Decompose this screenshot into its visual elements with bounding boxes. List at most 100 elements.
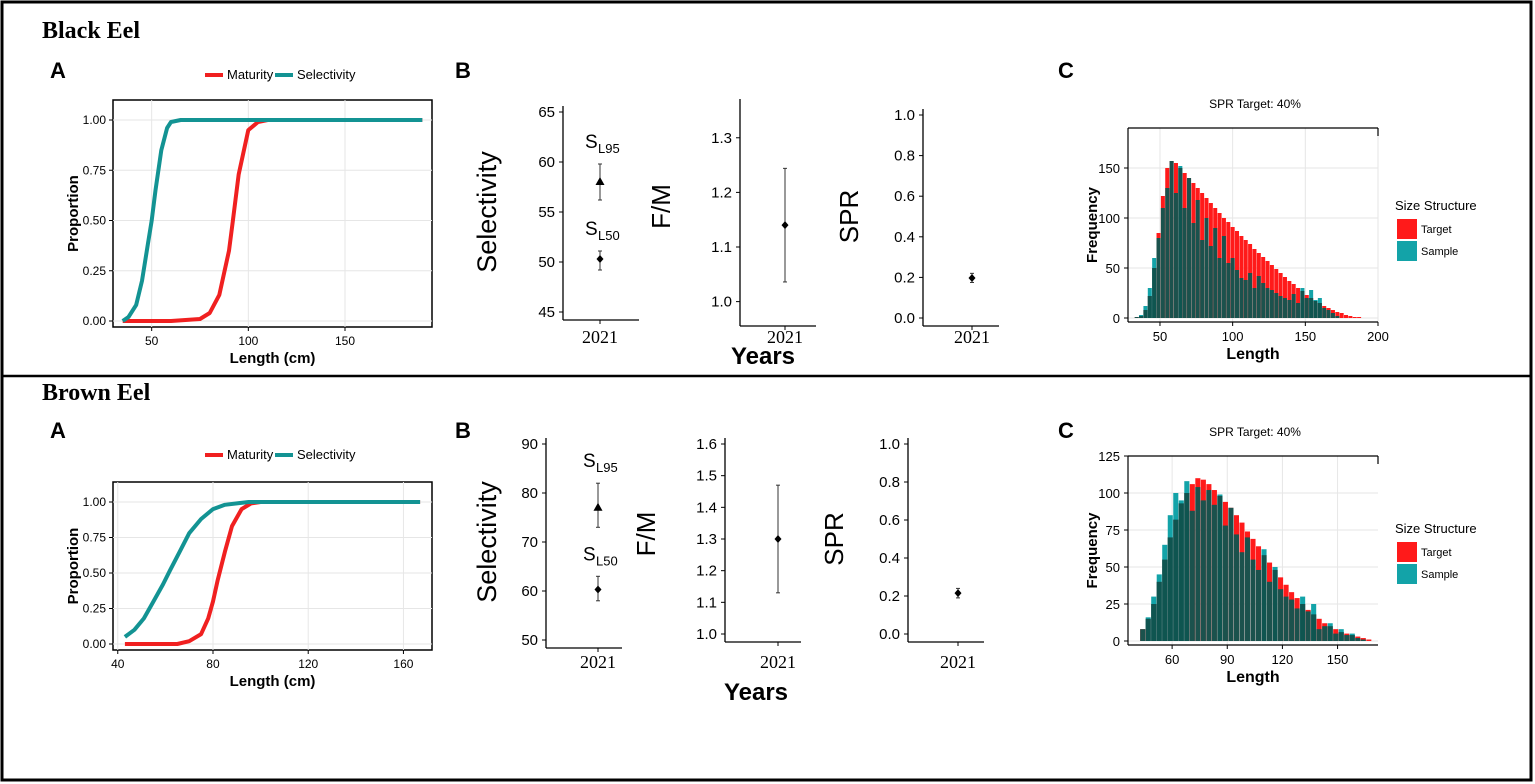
- histogram-xtick-label: 100: [1222, 329, 1244, 344]
- spr-plot: 0.0 0.2 0.4 0.6 0.8 1.0 2021 SPR: [834, 107, 999, 347]
- sample-bar: [1187, 178, 1192, 318]
- overlap-bar: [1217, 495, 1223, 641]
- legend-target-swatch: [1397, 219, 1417, 239]
- sample-bar: [1255, 569, 1262, 641]
- maturity-ytick-label: 0.00: [83, 637, 107, 651]
- years-axis-title: Years: [724, 679, 788, 706]
- target-bar: [1348, 316, 1353, 318]
- sl50-subscript: L50: [596, 553, 618, 568]
- maturity-ytick-label: 0.75: [83, 531, 107, 545]
- sample-bar: [1222, 525, 1228, 641]
- sample-bar: [1239, 552, 1245, 641]
- sample-bar: [1182, 208, 1187, 318]
- selectivity-plot-year-label: 2021: [580, 652, 616, 672]
- legend-maturity-label: Maturity: [227, 447, 274, 462]
- sl50-label: S: [585, 219, 598, 240]
- sample-bar: [1233, 534, 1239, 641]
- selectivity-plot-ytick-label: 90: [521, 436, 538, 453]
- sample-bar: [1256, 276, 1261, 318]
- overlap-bar: [1309, 298, 1314, 318]
- maturity-y-axis-title: Proportion: [65, 175, 82, 252]
- legend-maturity-label: Maturity: [227, 67, 274, 82]
- sample-bar: [1195, 200, 1200, 318]
- fm-plot-ytick-label: 1.1: [696, 594, 717, 611]
- selectivity-plot-ytick-label: 50: [521, 632, 538, 649]
- overlap-bar: [1300, 604, 1306, 641]
- fm-plot-year-label: 2021: [767, 327, 803, 347]
- fm-y-axis-title: F/M: [646, 184, 676, 229]
- sample-bar: [1322, 308, 1327, 318]
- histogram-xtick-label: 150: [1327, 652, 1349, 667]
- overlap-bar: [1151, 604, 1157, 641]
- overlap-bar: [1167, 537, 1173, 641]
- overlap-bar: [1178, 503, 1184, 641]
- selectivity-plot-point: [596, 255, 604, 263]
- overlap-bar: [1313, 301, 1318, 318]
- species-title: Brown Eel: [42, 380, 151, 406]
- histogram-ytick-label: 150: [1098, 161, 1120, 176]
- sample-bar: [1173, 193, 1178, 318]
- sl95-label: S: [585, 132, 598, 153]
- target-bar: [1335, 312, 1340, 318]
- sample-bar: [1213, 228, 1218, 318]
- overlap-bar: [1317, 303, 1322, 318]
- fm-plot-ytick-label: 1.3: [711, 130, 732, 147]
- selectivity-plot-ytick-label: 65: [538, 104, 555, 121]
- fm-plot-ytick-label: 1.4: [696, 499, 717, 516]
- selectivity-plot-ytick-label: 60: [538, 154, 555, 171]
- sample-bar: [1291, 294, 1296, 318]
- spr-plot-point: [954, 589, 962, 598]
- histogram-ytick-label: 0: [1113, 634, 1120, 649]
- selectivity-y-axis-title: Selectivity: [472, 481, 502, 603]
- panel-label-b: B: [455, 58, 471, 83]
- overlap-bar: [1261, 555, 1267, 641]
- overlap-bar: [1147, 296, 1152, 318]
- selectivity-plot-ytick-label: 70: [521, 534, 538, 551]
- spr-plot: 0.0 0.2 0.4 0.6 0.8 1.0 2021 SPR: [819, 436, 984, 672]
- histogram-y-axis-title: Frequency: [1084, 512, 1101, 589]
- maturity-ytick-label: 0.25: [83, 264, 107, 278]
- spr-plot-ytick-label: 0.8: [894, 148, 915, 165]
- target-bar: [1357, 317, 1362, 318]
- selectivity-curve: [123, 500, 421, 639]
- fm-plot-ytick-label: 1.0: [711, 294, 732, 311]
- sample-bar: [1326, 310, 1331, 318]
- histogram-legend-title: Size Structure: [1395, 198, 1477, 213]
- sample-bar: [1200, 240, 1205, 318]
- target-bar: [1282, 277, 1287, 318]
- panel-label-c: C: [1058, 418, 1074, 443]
- overlap-bar: [1327, 626, 1333, 641]
- overlap-bar: [1152, 268, 1157, 318]
- fm-plot-ytick-label: 1.1: [711, 239, 732, 256]
- size-structure-histogram: 0 25 50 75 100 125 60 90 120 150 SPR Target: 40% Le…: [1084, 425, 1477, 686]
- spr-plot-ytick-label: 0.0: [879, 626, 900, 643]
- fm-plot-ytick-label: 1.3: [696, 531, 717, 548]
- sample-bar: [1156, 238, 1161, 318]
- overlap-bar: [1162, 559, 1168, 641]
- selectivity-plot-year-label: 2021: [582, 327, 618, 347]
- legend-sample-label: Sample: [1421, 569, 1458, 581]
- sample-bar: [1283, 596, 1289, 641]
- fm-plot: 1.0 1.1 1.2 1.3 1.4 1.5 1.6 2021 F/M Years: [631, 436, 801, 706]
- sample-bar: [1191, 223, 1196, 318]
- maturity-xtick-label: 40: [111, 657, 125, 671]
- sample-bar: [1226, 263, 1231, 318]
- sample-bar: [1294, 608, 1300, 641]
- sample-bar: [1208, 246, 1213, 318]
- histogram-xtick-label: 90: [1220, 652, 1234, 667]
- sl95-subscript: L95: [598, 141, 620, 156]
- legend-target-label: Target: [1421, 547, 1452, 559]
- fm-plot-point: [774, 535, 782, 543]
- sample-bar: [1335, 316, 1340, 318]
- target-bar: [1287, 281, 1292, 318]
- sample-bar: [1355, 638, 1361, 641]
- overlap-bar: [1311, 614, 1317, 641]
- selectivity-plot-ytick-label: 80: [521, 485, 538, 502]
- sample-bar: [1217, 258, 1222, 318]
- target-bar: [1366, 639, 1372, 641]
- sample-bar: [1274, 293, 1279, 318]
- maturity-y-axis-title: Proportion: [65, 528, 82, 605]
- spr-plot-ytick-label: 1.0: [879, 436, 900, 453]
